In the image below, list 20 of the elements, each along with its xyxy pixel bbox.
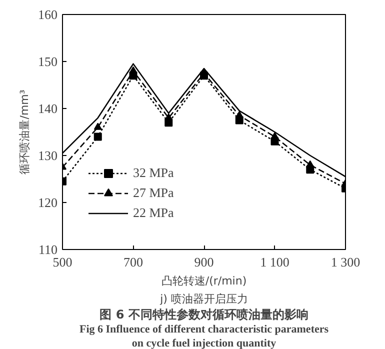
legend-label: 22 MPa: [133, 205, 174, 221]
caption: Fig 6 Influence of different characteristic parameters: [79, 324, 330, 336]
y-tick-label: 120: [38, 195, 58, 210]
y-tick-label: 150: [38, 54, 58, 69]
x-tick-label: 500: [52, 254, 72, 270]
text: on cycle fuel injection quantity: [132, 338, 277, 349]
legend-label: 32 MPa: [133, 165, 174, 181]
text: 图 6 不同特性参数对循环喷油量的影响: [100, 308, 308, 322]
y-tick-label: 160: [38, 7, 58, 22]
text: j) 喷油器开启压力: [159, 292, 248, 306]
x-axis-title: 凸轮转速/(r/min): [161, 274, 247, 288]
y-tick-label: 140: [38, 101, 58, 116]
y-tick-label: 110: [38, 242, 58, 257]
x-tick-label: 1 300: [330, 254, 360, 270]
legend-label: 27 MPa: [133, 185, 174, 201]
x-tick-label: 1 100: [260, 254, 290, 270]
y-tick-label: 130: [38, 148, 58, 163]
y-axis-title: 循环喷油量/mm³: [18, 90, 31, 174]
x-tick-label: 900: [194, 254, 214, 270]
x-tick-label: 700: [124, 254, 143, 270]
